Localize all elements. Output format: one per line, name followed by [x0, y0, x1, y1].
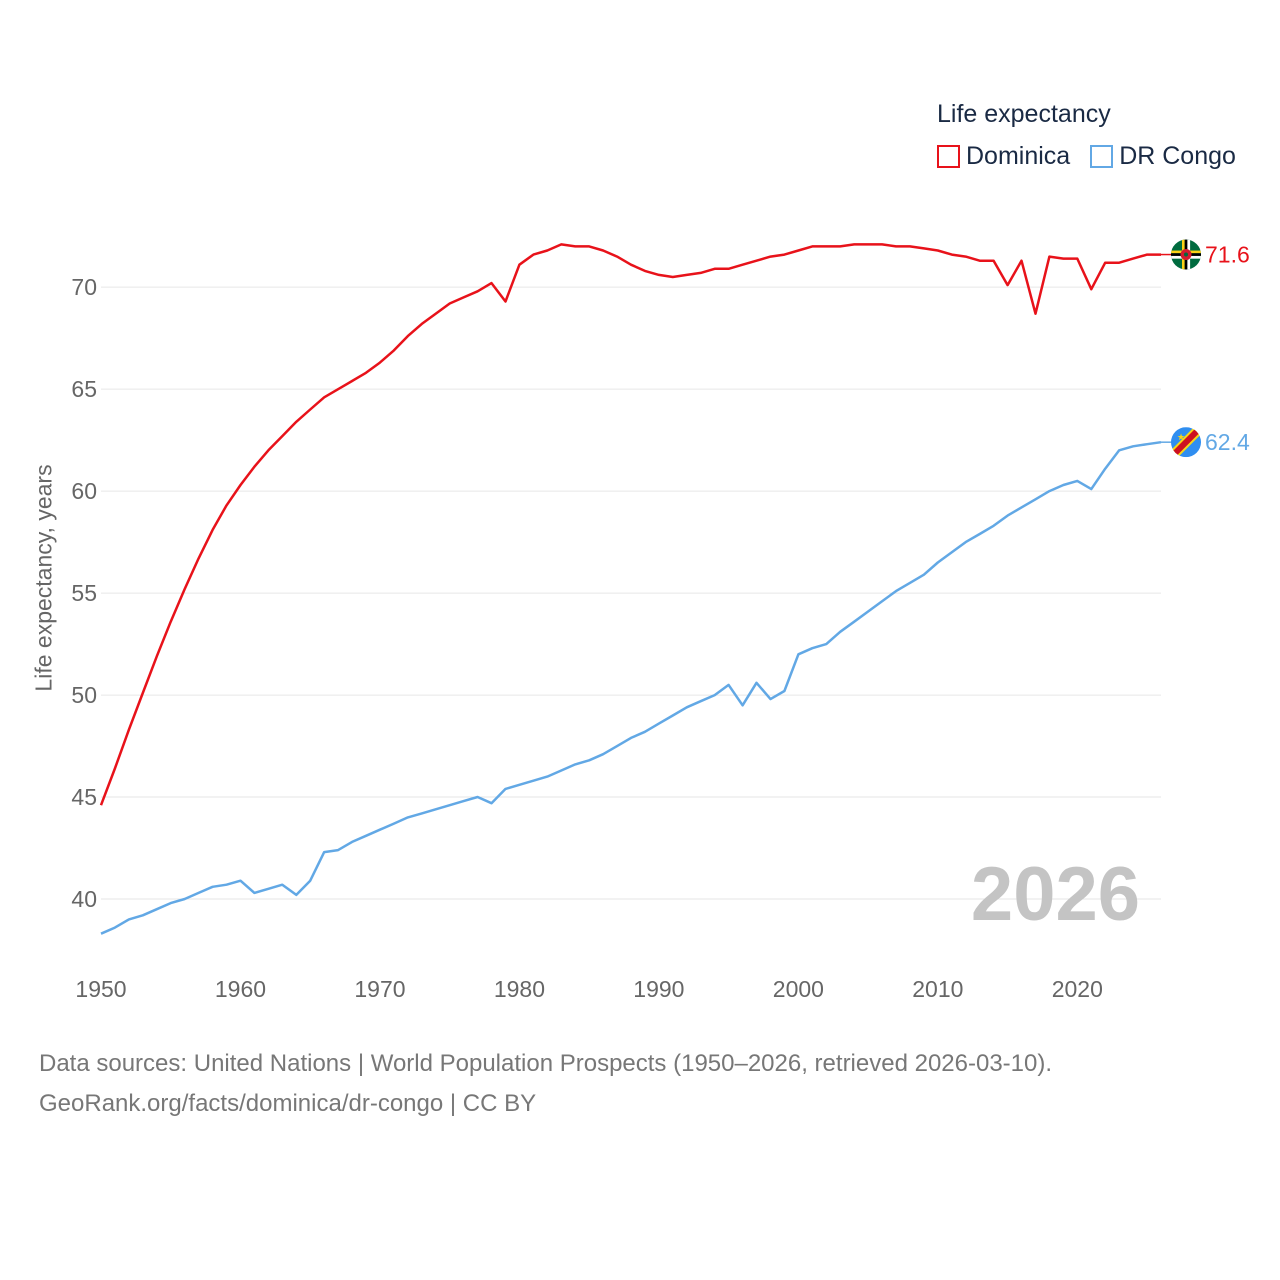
series-line-dominica[interactable] [99, 243, 1161, 806]
x-tick-label-1970: 1970 [354, 976, 405, 1002]
y-axis-title: Life expectancy, years [30, 464, 57, 692]
x-tick-label-2000: 2000 [773, 976, 824, 1002]
end-value-label-dr-congo: 62.4 [1205, 429, 1250, 455]
source-note: Data sources: United Nations | World Pop… [39, 1044, 1052, 1124]
y-tick-label-55: 55 [71, 580, 97, 606]
y-tick-label-70: 70 [71, 274, 97, 300]
end-value-label-dominica: 71.6 [1205, 242, 1250, 268]
year-watermark: 2026 [971, 852, 1140, 937]
x-tick-label-1960: 1960 [215, 976, 266, 1002]
y-tick-label-40: 40 [71, 886, 97, 912]
x-tick-label-1950: 1950 [75, 976, 126, 1002]
x-tick-label-2010: 2010 [912, 976, 963, 1002]
legend-item-dominica[interactable]: Dominica [937, 142, 1070, 171]
series-line-dr-congo[interactable] [100, 440, 1162, 935]
x-tick-label-2020: 2020 [1052, 976, 1103, 1002]
legend-swatch-dr-congo [1090, 145, 1114, 168]
legend-label-dominica: Dominica [966, 142, 1071, 170]
legend: Dominica DR Congo [937, 142, 1256, 171]
y-tick-label-60: 60 [71, 478, 97, 504]
x-tick-label-1980: 1980 [494, 976, 545, 1002]
legend-title: Life expectancy [937, 100, 1111, 128]
source-line-1: Data sources: United Nations | World Pop… [39, 1050, 1053, 1077]
dr-congo-flag-icon: ★ [1171, 427, 1201, 458]
y-tick-label-65: 65 [71, 376, 97, 402]
y-tick-label-50: 50 [71, 682, 97, 708]
svg-text:★: ★ [1177, 433, 1185, 443]
source-line-2[interactable]: GeoRank.org/facts/dominica/dr-congo | CC… [39, 1090, 537, 1117]
x-tick-label-1990: 1990 [633, 976, 684, 1002]
legend-swatch-dominica [937, 145, 960, 168]
legend-item-dr-congo[interactable]: DR Congo [1090, 142, 1236, 171]
y-tick-label-45: 45 [71, 784, 97, 810]
dominica-flag-icon [1171, 239, 1201, 270]
legend-label-dr-congo: DR Congo [1119, 142, 1236, 170]
